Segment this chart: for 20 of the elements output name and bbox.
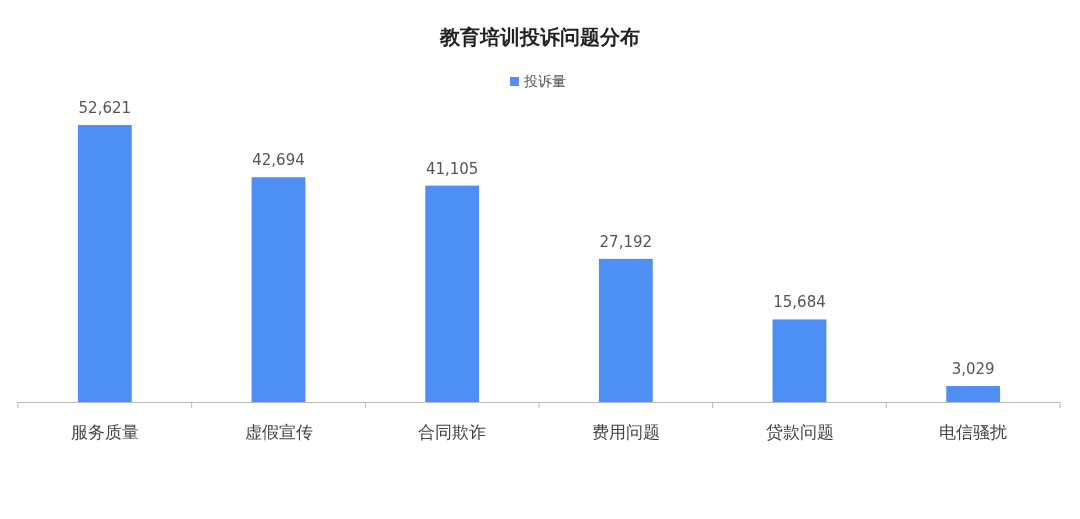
bar <box>772 319 827 402</box>
bar <box>598 258 653 402</box>
bar <box>425 185 480 402</box>
bar <box>946 386 1001 402</box>
x-tick-label: 费用问题 <box>591 422 660 442</box>
legend-label: 投诉量 <box>523 73 566 89</box>
data-label: 41,105 <box>425 159 479 178</box>
x-tick-label: 合同欺诈 <box>418 422 487 442</box>
bar <box>77 125 132 402</box>
data-label: 3,029 <box>951 360 995 379</box>
data-label: 15,684 <box>773 293 826 312</box>
x-tick-label: 贷款问题 <box>765 422 834 442</box>
bar <box>251 177 306 402</box>
chart-title: 教育培训投诉问题分布 <box>439 25 640 49</box>
x-tick-label: 服务质量 <box>70 422 139 442</box>
data-label: 52,621 <box>78 99 132 117</box>
data-label: 27,192 <box>599 232 653 251</box>
x-tick-label: 电信骚扰 <box>939 422 1008 442</box>
x-tick-label: 虚假宣传 <box>244 422 313 442</box>
data-label: 42,694 <box>252 151 305 170</box>
